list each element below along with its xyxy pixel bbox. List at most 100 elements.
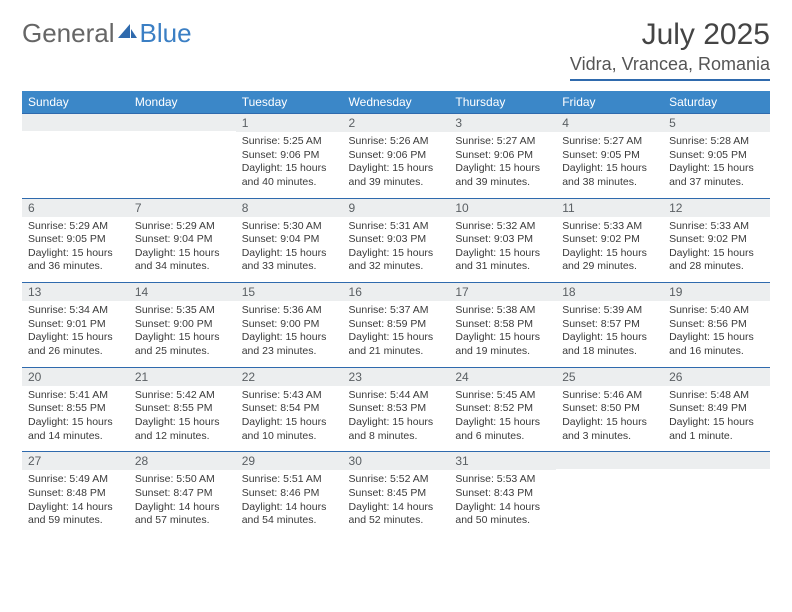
calendar-cell: 23Sunrise: 5:44 AMSunset: 8:53 PMDayligh… [343,367,450,452]
sail-icon [116,18,138,49]
day-body: Sunrise: 5:39 AMSunset: 8:57 PMDaylight:… [556,301,663,367]
calendar-cell: 29Sunrise: 5:51 AMSunset: 8:46 PMDayligh… [236,451,343,536]
calendar-week-row: 6Sunrise: 5:29 AMSunset: 9:05 PMDaylight… [22,198,770,283]
day-number: 21 [129,367,236,386]
day-body: Sunrise: 5:36 AMSunset: 9:00 PMDaylight:… [236,301,343,367]
day-ss: Sunset: 9:04 PM [135,233,230,247]
day-number: 7 [129,198,236,217]
day-ss: Sunset: 8:52 PM [455,402,550,416]
calendar-cell: 22Sunrise: 5:43 AMSunset: 8:54 PMDayligh… [236,367,343,452]
day-number: 19 [663,282,770,301]
day-ss: Sunset: 9:06 PM [349,149,444,163]
day-sr: Sunrise: 5:53 AM [455,473,550,487]
day-dl: Daylight: 15 hours and 31 minutes. [455,247,550,274]
calendar-cell: 26Sunrise: 5:48 AMSunset: 8:49 PMDayligh… [663,367,770,452]
day-number: 2 [343,113,450,132]
calendar-cell: 2Sunrise: 5:26 AMSunset: 9:06 PMDaylight… [343,113,450,198]
day-body: Sunrise: 5:53 AMSunset: 8:43 PMDaylight:… [449,470,556,536]
brand-logo: General Blue [22,18,192,49]
day-sr: Sunrise: 5:32 AM [455,220,550,234]
day-sr: Sunrise: 5:35 AM [135,304,230,318]
day-body: Sunrise: 5:33 AMSunset: 9:02 PMDaylight:… [556,217,663,283]
day-number: 9 [343,198,450,217]
calendar-cell: 17Sunrise: 5:38 AMSunset: 8:58 PMDayligh… [449,282,556,367]
day-number: 24 [449,367,556,386]
day-body: Sunrise: 5:48 AMSunset: 8:49 PMDaylight:… [663,386,770,452]
day-body: Sunrise: 5:38 AMSunset: 8:58 PMDaylight:… [449,301,556,367]
calendar-week-row: 13Sunrise: 5:34 AMSunset: 9:01 PMDayligh… [22,282,770,367]
calendar-cell: 15Sunrise: 5:36 AMSunset: 9:00 PMDayligh… [236,282,343,367]
brand-text-part1: General [22,18,115,49]
calendar-cell: 12Sunrise: 5:33 AMSunset: 9:02 PMDayligh… [663,198,770,283]
day-sr: Sunrise: 5:50 AM [135,473,230,487]
day-dl: Daylight: 15 hours and 19 minutes. [455,331,550,358]
day-body: Sunrise: 5:45 AMSunset: 8:52 PMDaylight:… [449,386,556,452]
day-body: Sunrise: 5:51 AMSunset: 8:46 PMDaylight:… [236,470,343,536]
day-sr: Sunrise: 5:52 AM [349,473,444,487]
title-block: July 2025 Vidra, Vrancea, Romania [570,18,770,81]
day-ss: Sunset: 8:46 PM [242,487,337,501]
calendar-cell: 27Sunrise: 5:49 AMSunset: 8:48 PMDayligh… [22,451,129,536]
day-sr: Sunrise: 5:46 AM [562,389,657,403]
day-body: Sunrise: 5:27 AMSunset: 9:06 PMDaylight:… [449,132,556,198]
day-dl: Daylight: 15 hours and 32 minutes. [349,247,444,274]
day-dl: Daylight: 15 hours and 16 minutes. [669,331,764,358]
day-number: 14 [129,282,236,301]
day-ss: Sunset: 9:02 PM [562,233,657,247]
month-title: July 2025 [570,18,770,52]
day-sr: Sunrise: 5:33 AM [562,220,657,234]
day-number: 18 [556,282,663,301]
day-dl: Daylight: 15 hours and 26 minutes. [28,331,123,358]
day-sr: Sunrise: 5:27 AM [562,135,657,149]
day-ss: Sunset: 8:50 PM [562,402,657,416]
day-sr: Sunrise: 5:45 AM [455,389,550,403]
day-number: 27 [22,451,129,470]
day-ss: Sunset: 8:54 PM [242,402,337,416]
day-dl: Daylight: 15 hours and 8 minutes. [349,416,444,443]
day-dl: Daylight: 14 hours and 59 minutes. [28,501,123,528]
calendar-week-row: 20Sunrise: 5:41 AMSunset: 8:55 PMDayligh… [22,367,770,452]
day-dl: Daylight: 15 hours and 25 minutes. [135,331,230,358]
day-number: 23 [343,367,450,386]
day-number: 29 [236,451,343,470]
weekday-header: Sunday [22,91,129,113]
day-sr: Sunrise: 5:34 AM [28,304,123,318]
day-body: Sunrise: 5:27 AMSunset: 9:05 PMDaylight:… [556,132,663,198]
calendar-cell: 16Sunrise: 5:37 AMSunset: 8:59 PMDayligh… [343,282,450,367]
day-number: 28 [129,451,236,470]
day-number: 8 [236,198,343,217]
day-dl: Daylight: 14 hours and 57 minutes. [135,501,230,528]
day-dl: Daylight: 15 hours and 18 minutes. [562,331,657,358]
day-dl: Daylight: 15 hours and 3 minutes. [562,416,657,443]
day-ss: Sunset: 8:58 PM [455,318,550,332]
day-dl: Daylight: 15 hours and 28 minutes. [669,247,764,274]
calendar-cell: 13Sunrise: 5:34 AMSunset: 9:01 PMDayligh… [22,282,129,367]
calendar-cell [556,451,663,536]
calendar-week-row: 27Sunrise: 5:49 AMSunset: 8:48 PMDayligh… [22,451,770,536]
day-sr: Sunrise: 5:36 AM [242,304,337,318]
calendar-cell: 7Sunrise: 5:29 AMSunset: 9:04 PMDaylight… [129,198,236,283]
day-sr: Sunrise: 5:28 AM [669,135,764,149]
day-body: Sunrise: 5:50 AMSunset: 8:47 PMDaylight:… [129,470,236,536]
day-sr: Sunrise: 5:48 AM [669,389,764,403]
day-body: Sunrise: 5:35 AMSunset: 9:00 PMDaylight:… [129,301,236,367]
day-number: 17 [449,282,556,301]
day-number: 15 [236,282,343,301]
weekday-header: Friday [556,91,663,113]
day-dl: Daylight: 15 hours and 1 minute. [669,416,764,443]
day-ss: Sunset: 9:05 PM [28,233,123,247]
day-sr: Sunrise: 5:33 AM [669,220,764,234]
day-body: Sunrise: 5:43 AMSunset: 8:54 PMDaylight:… [236,386,343,452]
day-sr: Sunrise: 5:51 AM [242,473,337,487]
day-body: Sunrise: 5:33 AMSunset: 9:02 PMDaylight:… [663,217,770,283]
day-dl: Daylight: 15 hours and 33 minutes. [242,247,337,274]
day-dl: Daylight: 15 hours and 37 minutes. [669,162,764,189]
day-sr: Sunrise: 5:39 AM [562,304,657,318]
day-ss: Sunset: 8:48 PM [28,487,123,501]
calendar-cell [22,113,129,198]
calendar-cell: 18Sunrise: 5:39 AMSunset: 8:57 PMDayligh… [556,282,663,367]
day-sr: Sunrise: 5:30 AM [242,220,337,234]
day-number: 16 [343,282,450,301]
calendar-cell: 4Sunrise: 5:27 AMSunset: 9:05 PMDaylight… [556,113,663,198]
day-body: Sunrise: 5:40 AMSunset: 8:56 PMDaylight:… [663,301,770,367]
